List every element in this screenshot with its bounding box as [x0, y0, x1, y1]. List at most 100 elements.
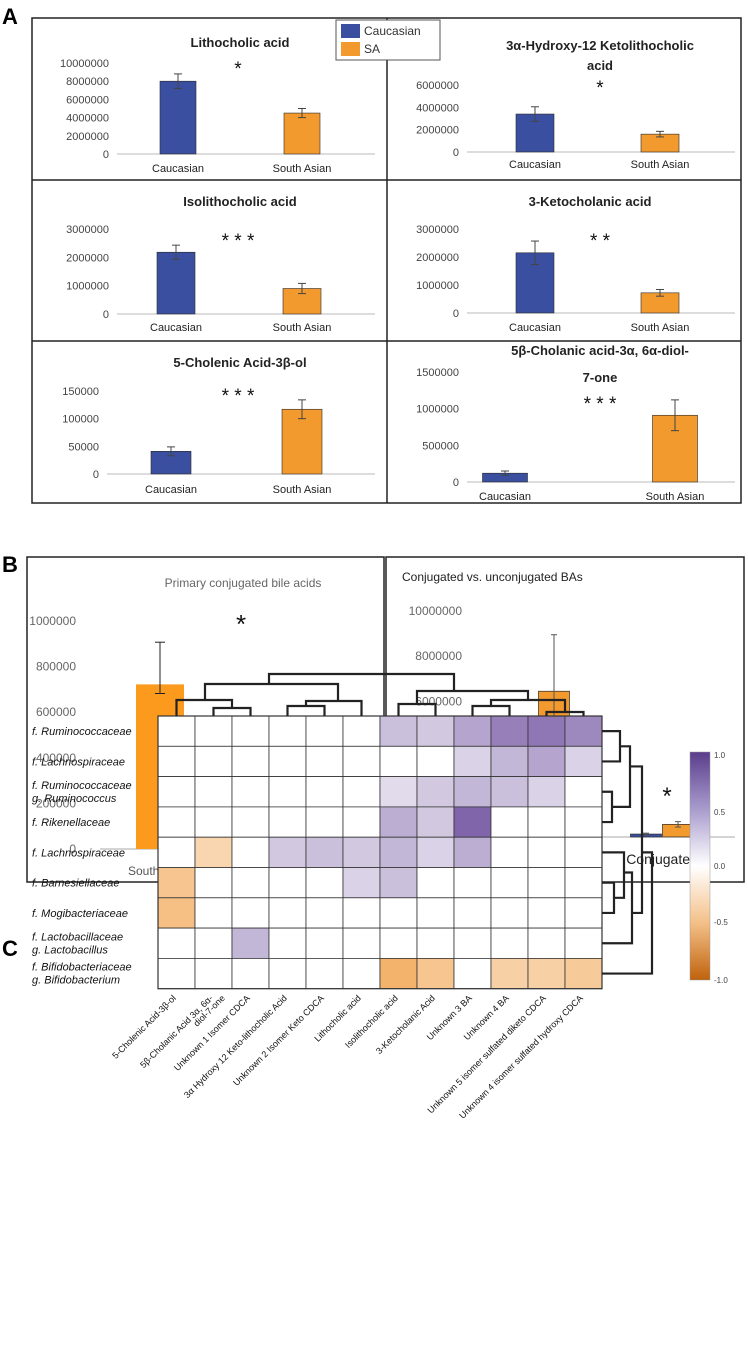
heatmap-cell: [527, 897, 566, 929]
y-tick-label: 800000: [36, 660, 76, 674]
y-tick-label: 0: [453, 477, 459, 489]
heatmap-cell: [490, 927, 529, 959]
heatmap-cell: [268, 806, 307, 838]
significance-marker: *: [236, 609, 246, 639]
dendrogram-branch: [602, 790, 614, 824]
dendrogram-branch: [602, 851, 654, 975]
chart-isolithocholic-acid: Isolithocholic acid 0 1000000 2000000 300000…: [66, 194, 375, 334]
heatmap-cell: [157, 806, 196, 838]
category-label: Caucasian: [145, 484, 197, 496]
heatmap-cell: [157, 715, 196, 747]
heatmap-cell: [157, 745, 196, 777]
heatmap-cell: [231, 836, 270, 868]
heatmap-cell: [453, 745, 492, 777]
y-tick-label: 6000000: [416, 80, 459, 92]
colorbar-tick-label: -0.5: [714, 918, 728, 927]
heatmap-cell: [379, 745, 418, 777]
heatmap-cell: [379, 897, 418, 929]
bar-south-asian: [281, 408, 323, 475]
row-label: f. Ruminococcaceae: [32, 780, 132, 792]
heatmap-cell: [194, 958, 233, 990]
heatmap-cell: [231, 806, 270, 838]
heatmap-cell: [453, 927, 492, 959]
heatmap-cell: [527, 927, 566, 959]
column-label: 5-Cholenic Acid-3β-ol: [110, 993, 178, 1061]
panel-a-frame: [31, 17, 742, 504]
category-label: Conjugated: [626, 851, 698, 867]
heatmap-cell: [231, 776, 270, 808]
dendrogram-branch: [286, 704, 326, 716]
y-tick-label: 1000000: [29, 614, 76, 628]
heatmap-cell: [527, 776, 566, 808]
heatmap-cell: [416, 776, 455, 808]
chart-5b-cholanic-acid-diol-one: 5β-Cholanic acid-3α, 6α-diol- 7-one 0 50000…: [416, 343, 735, 503]
dendrogram-branch: [471, 704, 511, 716]
heatmap-cell: [379, 836, 418, 868]
heatmap-cell: [416, 715, 455, 747]
heatmap-cell: [268, 927, 307, 959]
category-label: South Asian: [646, 491, 705, 503]
y-tick-label: 200000: [36, 796, 76, 810]
heatmap-cell: [453, 897, 492, 929]
heatmap-cell: [453, 776, 492, 808]
dendrogram-branch: [304, 699, 363, 716]
y-tick-label: 10000000: [409, 604, 463, 618]
heatmap-cell: [416, 806, 455, 838]
row-label: f. Barnesiellaceae: [32, 878, 119, 890]
heatmap-cell: [527, 836, 566, 868]
heatmap-cell: [268, 715, 307, 747]
y-tick-label: 2000000: [66, 131, 109, 143]
chart-title: Primary conjugated bile acids: [165, 576, 322, 590]
y-tick-label: 3000000: [416, 224, 459, 236]
column-label: 5β-Cholanic Acid 3α, 6α-: [138, 993, 215, 1070]
y-tick-label: 500000: [422, 440, 459, 452]
heatmap-cell: [305, 776, 344, 808]
heatmap-cell: [490, 958, 529, 990]
category-label: Caucasian: [150, 322, 202, 334]
colorbar-tick-label: 1.0: [714, 751, 726, 760]
category-label: South Asian: [631, 322, 690, 334]
heatmap-cell: [379, 958, 418, 990]
heatmap-cell: [305, 927, 344, 959]
category-label: South Asian: [273, 322, 332, 334]
heatmap-cell: [416, 745, 455, 777]
dendrogram-branch: [602, 851, 626, 899]
heatmap-cell: [453, 715, 492, 747]
dendrogram-branch: [212, 706, 252, 716]
heatmap-cell: [490, 867, 529, 899]
heatmap-cell: [416, 836, 455, 868]
heatmap-cell: [564, 897, 603, 929]
heatmap-cell: [490, 806, 529, 838]
chart-3a-hydroxy-12-ketolithocholic-acid: 3α-Hydroxy-12 Ketolithocholic acid 0 200000…: [416, 38, 735, 171]
heatmap-cell: [194, 927, 233, 959]
bar-caucasian: [159, 80, 197, 155]
legend-label-caucasian: Caucasian: [364, 24, 421, 38]
heatmap-cell: [342, 776, 381, 808]
chart-title: 5β-Cholanic acid-3α, 6α-diol-: [511, 343, 689, 358]
colorbar-tick-label: 0.5: [714, 808, 726, 817]
chart-title: 3α-Hydroxy-12 Ketolithocholic: [506, 38, 694, 53]
heatmap-cell: [564, 776, 603, 808]
heatmap-cell: [527, 958, 566, 990]
y-tick-label: 4000000: [66, 113, 109, 125]
row-label: f. Rikenellaceae: [32, 817, 110, 829]
y-tick-label: 6000000: [415, 694, 462, 708]
heatmap-cell: [194, 745, 233, 777]
category-label: South Asian: [631, 159, 690, 171]
dendrogram-branch: [612, 745, 632, 809]
heatmap-cell: [490, 715, 529, 747]
heatmap-cell: [231, 715, 270, 747]
y-tick-label: 8000000: [415, 649, 462, 663]
chart-title: 5-Cholenic Acid-3β-ol: [173, 355, 306, 370]
y-tick-label: 1500000: [416, 367, 459, 379]
heatmap-cell: [194, 867, 233, 899]
y-tick-label: 0: [93, 469, 99, 481]
y-tick-label: 1000000: [66, 281, 109, 293]
chart-title: Isolithocholic acid: [183, 194, 296, 209]
heatmap-cell: [305, 715, 344, 747]
category-label: Caucasian: [509, 159, 561, 171]
significance-marker: * *: [590, 231, 611, 252]
dendrogram-branch: [267, 672, 456, 691]
heatmap-cell: [268, 958, 307, 990]
